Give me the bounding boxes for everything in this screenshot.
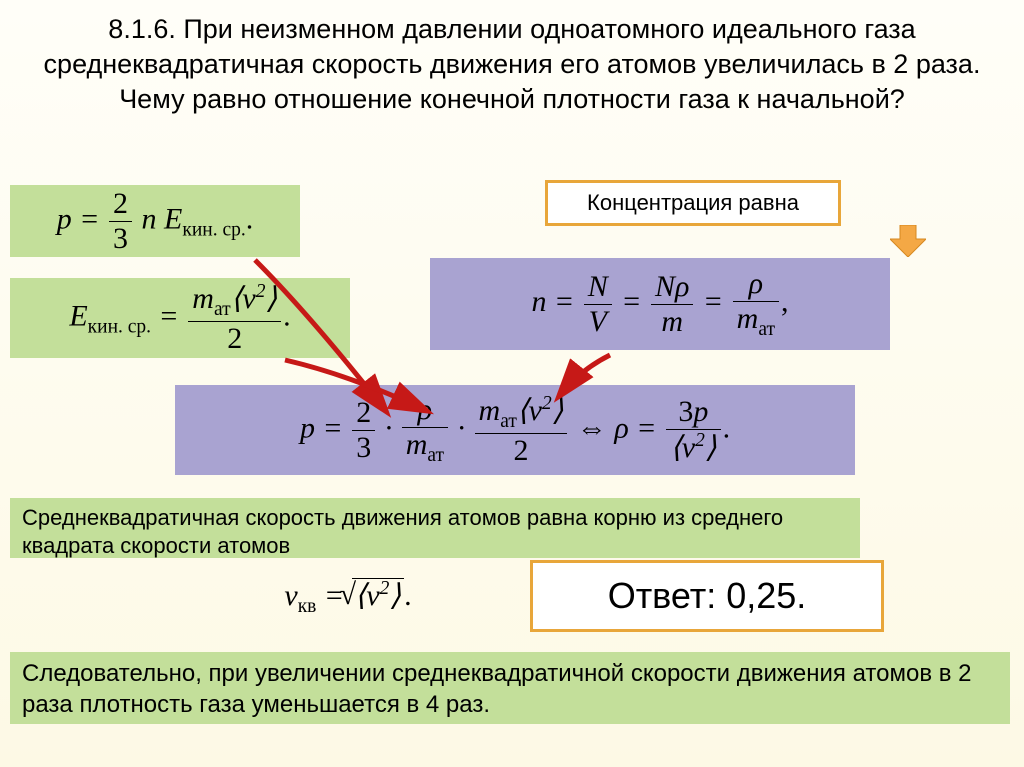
arrow-red-3	[550, 350, 620, 405]
answer-box: Ответ: 0,25.	[530, 560, 884, 632]
conclusion: Следовательно, при увеличении среднеквад…	[10, 652, 1010, 724]
problem-title: 8.1.6. При неизменном давлении одноатомн…	[0, 0, 1024, 125]
concentration-label: Концентрация равна	[545, 180, 841, 226]
arrow-down-icon	[890, 225, 926, 257]
formula-concentration: n = NV = Nρm = ρmат,	[430, 258, 890, 350]
arrow-red-2	[280, 355, 440, 425]
formula-rms: vкв = √⟨v2⟩.	[238, 570, 458, 626]
rms-explanation: Среднеквадратичная скорость движения ато…	[10, 498, 860, 558]
formula-pressure-kinetic: p = 23 n Eкин. ср..	[10, 185, 300, 257]
